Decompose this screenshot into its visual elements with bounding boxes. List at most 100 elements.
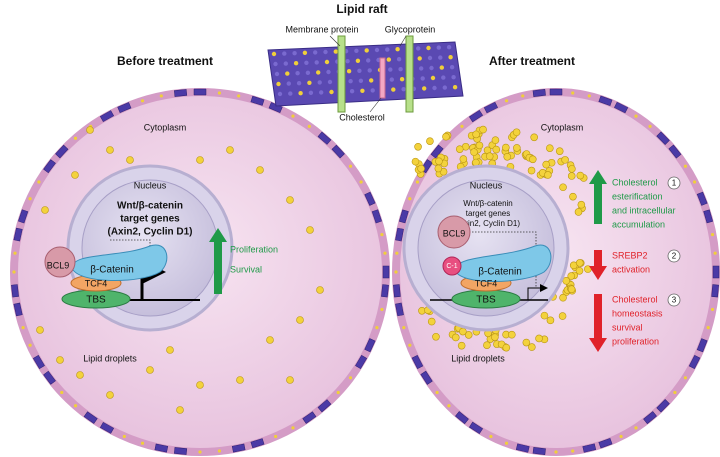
membrane-lipid <box>274 434 278 439</box>
lipid-droplet <box>266 336 274 344</box>
membrane-lipid <box>291 426 295 430</box>
membrane-lipid <box>504 441 509 445</box>
lipid-droplet <box>530 133 538 142</box>
membrane-raft <box>711 284 719 298</box>
protein-label: TCF4 <box>85 278 108 288</box>
membrane-raft <box>317 131 332 145</box>
membrane-raft <box>455 411 469 425</box>
raft-lipid <box>399 77 405 82</box>
beta-catenin <box>71 244 168 282</box>
membrane-raft <box>582 443 597 453</box>
raft-label: Membrane protein <box>285 24 358 34</box>
lipid-droplet <box>559 293 567 302</box>
membrane-raft <box>117 102 132 114</box>
membrane-lipid <box>692 180 697 184</box>
membrane-lipid <box>706 326 710 330</box>
inhibitor <box>442 256 462 276</box>
membrane-lipid <box>408 197 412 201</box>
lipid-droplet <box>503 152 512 161</box>
lipid-droplet <box>464 331 473 339</box>
panel-title: After treatment <box>489 54 575 68</box>
lipid-droplet <box>256 166 264 174</box>
raft-lipid <box>293 61 299 66</box>
protein-label: β-Catenin <box>90 265 134 276</box>
pointer <box>329 35 341 47</box>
protein-label: BCL9 <box>47 260 70 270</box>
raft-lipid <box>360 88 365 94</box>
raft-lipid <box>313 50 318 55</box>
raft-lipid <box>416 46 421 51</box>
raft-lipid <box>441 75 446 80</box>
raft-lipid <box>274 71 280 77</box>
lipid-droplet <box>455 145 464 153</box>
lipid-droplet <box>106 146 114 154</box>
membrane-lipid <box>710 307 715 312</box>
membrane-lipid <box>489 434 493 439</box>
raft-lipid <box>420 76 425 81</box>
cholesterol-shape <box>379 57 386 99</box>
raft-lipid <box>446 45 452 50</box>
membrane-lipid <box>237 94 241 98</box>
lipid-droplet <box>544 171 552 179</box>
raft-lipid <box>273 61 278 67</box>
membrane-lipid <box>648 124 652 128</box>
raft-lipid <box>452 85 458 90</box>
membrane-lipid <box>28 197 32 201</box>
raft-lipid <box>282 51 287 56</box>
effect-text: homeostasis <box>612 308 663 318</box>
effect-text: esterification <box>612 191 663 201</box>
membrane-raft <box>643 411 657 425</box>
membrane-raft <box>99 421 115 434</box>
membrane-raft <box>468 109 484 123</box>
raft-lipid <box>388 67 393 72</box>
raft-lipid <box>295 71 300 76</box>
effect-text: Cholesterol <box>612 294 658 304</box>
raft-lipid <box>333 49 338 54</box>
raft-lipid <box>296 81 302 86</box>
membrane-lipid <box>402 326 406 330</box>
effect-text: and intracellular <box>612 205 676 215</box>
effect-text: Survival <box>230 264 262 274</box>
lipid-droplet <box>475 141 484 150</box>
membrane-lipid <box>683 164 688 168</box>
nucleus-label: Nucleus <box>134 180 167 190</box>
raft-lipid <box>283 61 288 66</box>
nucleus-inner <box>417 179 555 317</box>
lipid-droplet <box>567 172 576 180</box>
membrane-raft <box>395 227 404 242</box>
raft-lipid <box>432 85 437 91</box>
raft-lipid <box>288 91 293 96</box>
membrane-raft <box>231 443 246 453</box>
raft-lipid <box>391 87 396 92</box>
lipid-droplet <box>426 137 434 145</box>
membrane-lipid <box>447 404 451 408</box>
raft-lipid <box>429 65 434 71</box>
raft-lipid <box>442 85 447 90</box>
membrane-raft <box>174 89 188 97</box>
membrane-raft <box>250 438 265 449</box>
membrane-lipid <box>12 270 16 274</box>
membrane-lipid <box>217 449 222 453</box>
membrane-lipid <box>683 376 688 380</box>
membrane-lipid <box>375 326 379 330</box>
step-badge <box>667 176 681 190</box>
effect-text: Proliferation <box>230 244 278 254</box>
raft-lipid <box>401 87 406 92</box>
raft-lipid <box>430 75 436 81</box>
membrane-lipid <box>521 94 525 98</box>
lipid-droplet <box>569 192 577 201</box>
lipid-droplet <box>502 143 510 152</box>
raft-lipid <box>389 77 394 82</box>
lipid-droplet <box>86 126 94 134</box>
lipid-droplet <box>576 171 585 180</box>
membrane-lipid <box>28 343 32 347</box>
lipid-droplet <box>568 165 576 173</box>
membrane-raft <box>395 302 404 317</box>
raft-lipid <box>367 68 372 73</box>
effect-text: survival <box>612 322 643 332</box>
gene-label: Wnt/β-catenin <box>117 201 183 212</box>
membrane-lipid <box>435 390 439 395</box>
membrane-lipid <box>307 124 311 128</box>
lipid-droplet <box>513 144 521 152</box>
lipid-droplet <box>483 341 491 349</box>
